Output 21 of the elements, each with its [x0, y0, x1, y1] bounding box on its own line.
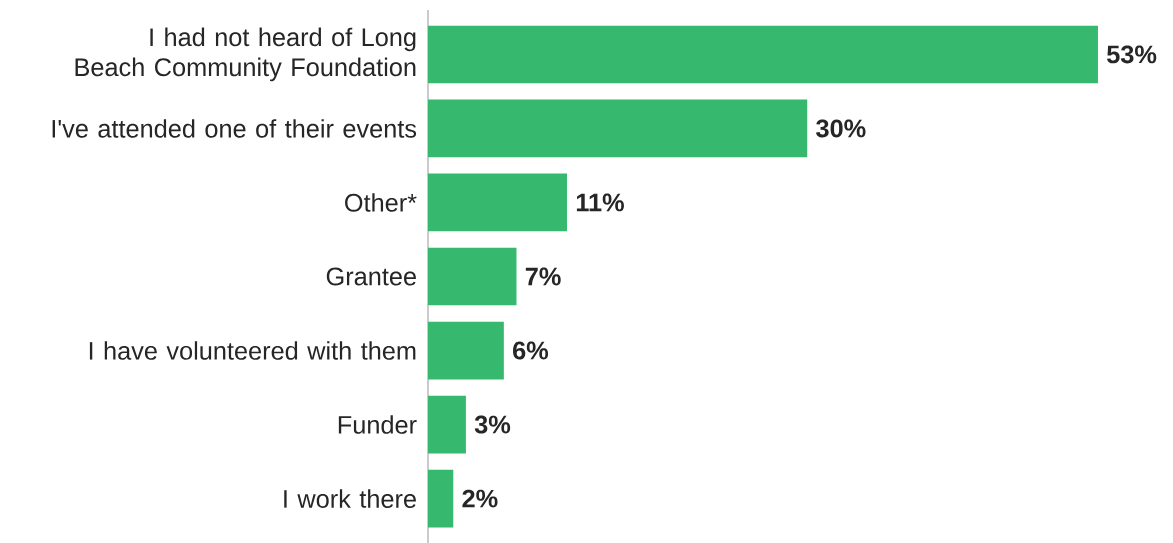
bar — [428, 321, 504, 380]
data-label: 11% — [576, 193, 624, 212]
bar — [428, 247, 517, 306]
data-label: 7% — [525, 267, 561, 286]
bar — [428, 25, 1098, 84]
y-tick-label: I work there — [284, 489, 416, 508]
bar — [428, 469, 454, 528]
bar — [428, 99, 808, 158]
y-tick-label: I've attended one of their events — [52, 119, 417, 138]
data-label: 53% — [1107, 45, 1157, 64]
y-tick-label: Grantee — [326, 267, 416, 286]
bar — [428, 395, 466, 454]
data-label: 2% — [462, 489, 498, 508]
y-tick-label: Other* — [345, 193, 417, 212]
data-label: 3% — [474, 415, 511, 434]
bar — [428, 173, 568, 232]
data-label: 6% — [513, 341, 549, 360]
y-tick-label: I have volunteered with them — [89, 341, 416, 360]
y-tick-label: I had not heard of Long Beach Community Foundation — [75, 27, 416, 82]
data-label: 30% — [816, 119, 866, 138]
y-tick-label: Funder — [338, 415, 417, 434]
